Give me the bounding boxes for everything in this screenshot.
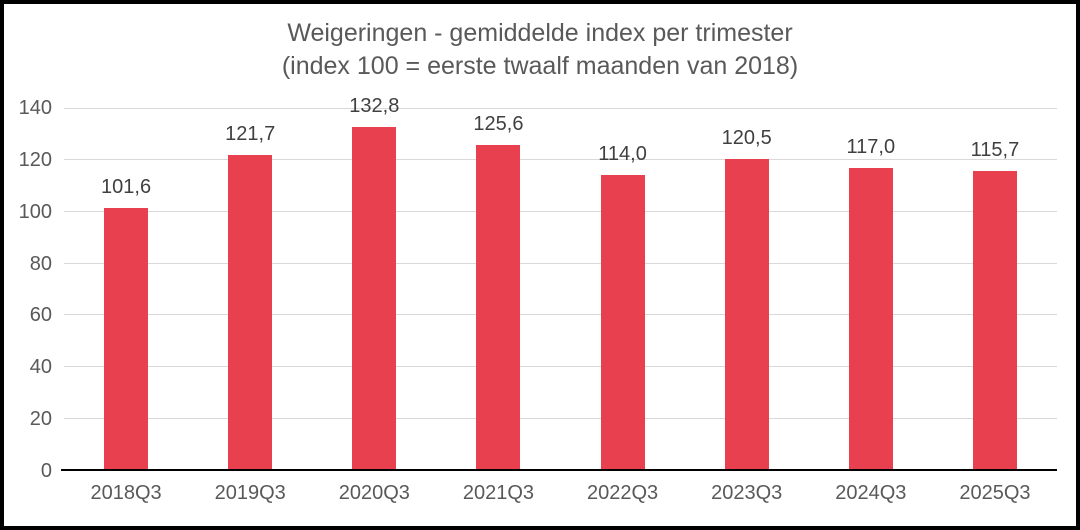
x-tick-label: 2022Q3 — [586, 482, 659, 504]
gridline — [64, 366, 1057, 368]
x-tick-label: 2023Q3 — [711, 482, 783, 504]
bar-2025Q3 — [972, 171, 1017, 471]
y-tick-label: 60 — [29, 304, 52, 327]
y-tick-label: 100 — [18, 200, 52, 223]
bar-2022Q3 — [600, 175, 645, 471]
x-tick-label: 2024Q3 — [835, 482, 907, 504]
bar-value-label: 117,0 — [846, 135, 896, 158]
gridline — [64, 108, 1057, 109]
bar-value-label: 115,7 — [970, 139, 1020, 162]
bar-slot-2019Q3: 121,7 — [188, 108, 312, 471]
gridline — [64, 210, 1057, 212]
bar-2023Q3 — [724, 158, 769, 471]
bar-slot-2025Q3: 115,7 — [933, 108, 1057, 471]
plot-area: 101,6 121,7 132,8 125,6 114,0 120,5 117,0 115,7 — [61, 95, 1057, 471]
y-tick-label: 140 — [18, 97, 52, 119]
bar-slot-2018Q3: 101,6 — [64, 108, 188, 471]
y-axis: 0 20 40 60 80 100 120 140 — [4, 97, 64, 482]
y-tick-label: 0 — [40, 460, 52, 482]
bar-2021Q3 — [476, 145, 521, 471]
chart-title: Weigeringen - gemiddelde index per trime… — [4, 17, 1076, 83]
bar-2019Q3 — [228, 155, 273, 471]
x-tick-label: 2018Q3 — [90, 482, 162, 504]
bar-slot-2021Q3: 125,6 — [436, 108, 560, 471]
y-tick-label: 80 — [29, 252, 52, 275]
x-tick-label: 2021Q3 — [462, 482, 535, 504]
chart-title-line2: (index 100 = eerste twaalf maanden van 2… — [281, 52, 799, 80]
gridline — [64, 158, 1057, 160]
y-tick-label: 120 — [18, 148, 52, 171]
bar-slot-2020Q3: 132,8 — [312, 95, 436, 471]
bar-series: 101,6 121,7 132,8 125,6 114,0 120,5 117,0 115,7 — [64, 95, 1057, 471]
bar-slot-2023Q3: 120,5 — [685, 108, 809, 471]
y-tick-label: 20 — [29, 408, 52, 431]
chart-title-line1: Weigeringen - gemiddelde index per trime… — [287, 19, 793, 47]
bar-2020Q3 — [352, 126, 397, 471]
bar-value-label: 121,7 — [225, 123, 276, 146]
gridline — [64, 314, 1057, 316]
bar-slot-2022Q3: 114,0 — [561, 108, 685, 471]
x-tick-label: 2025Q3 — [959, 482, 1031, 504]
y-tick-label: 40 — [29, 356, 52, 379]
x-tick-label: 2019Q3 — [214, 482, 286, 504]
gridline — [64, 262, 1057, 264]
bar-value-label: 101,6 — [101, 175, 152, 198]
x-tick-label: 2020Q3 — [338, 482, 410, 504]
x-axis-labels: 2018Q3 2019Q3 2020Q3 2021Q3 2022Q3 2023Q3 2024… — [64, 482, 1076, 505]
bar-value-label: 120,5 — [721, 126, 772, 149]
bar-value-label: 114,0 — [598, 143, 647, 166]
bar-slot-2024Q3: 117,0 — [809, 108, 933, 471]
gridline — [64, 418, 1057, 420]
bar-value-label: 125,6 — [473, 113, 524, 136]
bar-value-label: 132,8 — [349, 94, 400, 117]
x-axis-line — [61, 469, 1057, 471]
bar-2018Q3 — [104, 207, 149, 471]
bar-2024Q3 — [848, 167, 893, 471]
plot-region: 0 20 40 60 80 100 120 140 101,6 121,7 132,8 125,6 1… — [4, 95, 1076, 482]
